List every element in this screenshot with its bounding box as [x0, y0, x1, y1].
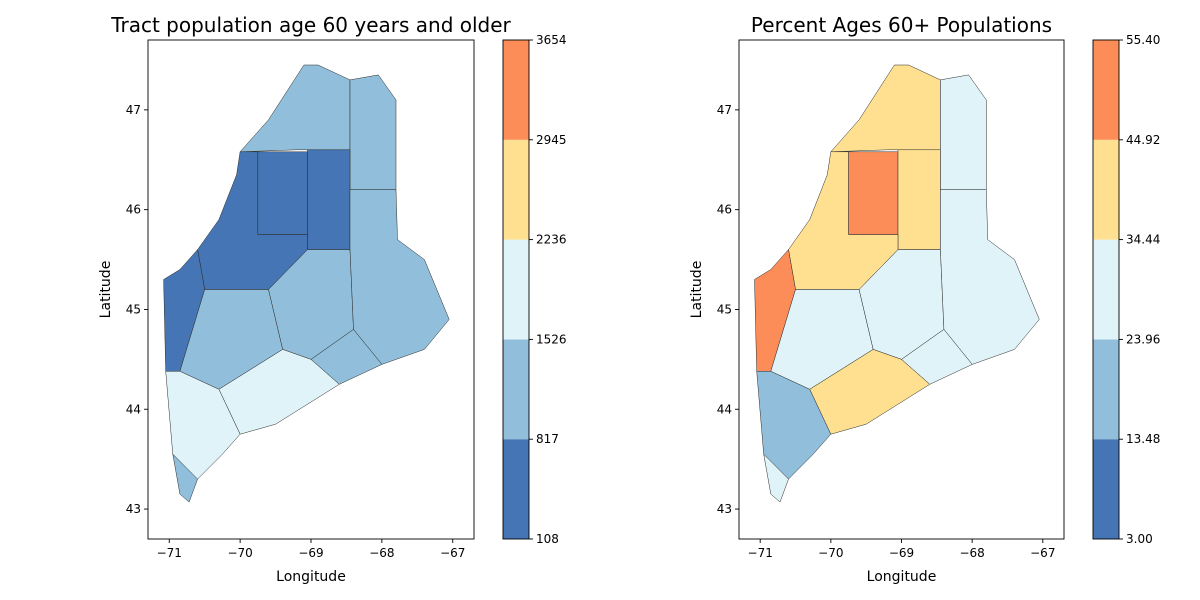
colorbar-bin-1: [1093, 439, 1119, 539]
colorbar-tick-label: 1526: [536, 332, 567, 346]
region-york: [763, 453, 789, 503]
region-york: [172, 453, 198, 503]
x-tick-label: −69: [298, 546, 323, 560]
colorbar: 3.00 13.48 23.96 34.44 44.92 55.40: [1092, 33, 1160, 546]
x-tick-label: −67: [1030, 546, 1055, 560]
x-tick-label: −70: [818, 546, 843, 560]
colorbar-tick-label: 3.00: [1126, 532, 1153, 546]
region-east_coast: [349, 189, 450, 365]
choropleth: [754, 64, 1040, 503]
y-tick-label: 45: [126, 302, 141, 316]
x-axis-label: Longitude: [867, 569, 937, 585]
colorbar-bin-2: [1093, 339, 1119, 440]
region-north: [830, 64, 941, 153]
region-n_tower: [257, 151, 308, 235]
region-n_tower: [848, 151, 899, 235]
colorbar-bin-2: [503, 339, 529, 440]
colorbar-bin-1: [503, 439, 529, 539]
colorbar-tick-label: 55.40: [1126, 33, 1160, 47]
colorbar: 108 817 1526 2236 2945 3654: [502, 33, 567, 546]
chart-title: Percent Ages 60+ Populations: [751, 13, 1052, 37]
colorbar-bin-4: [1093, 139, 1119, 240]
region-east_coast: [940, 189, 1040, 365]
map-panel-2: Percent Ages 60+ Populations −71 −70 −69 −68…: [689, 13, 1160, 585]
y-tick-label: 43: [717, 502, 732, 516]
y-tick-label: 45: [717, 302, 732, 316]
x-tick-label: −67: [440, 546, 465, 560]
y-axis-label: Latitude: [98, 261, 114, 319]
y-tick-label: 46: [126, 203, 141, 217]
colorbar-tick-label: 44.92: [1126, 133, 1160, 147]
colorbar-bin-5: [503, 40, 529, 140]
x-tick-label: −68: [369, 546, 394, 560]
y-tick-label: 43: [126, 502, 141, 516]
y-tick-label: 46: [717, 203, 732, 217]
x-axis-label: Longitude: [276, 569, 346, 585]
colorbar-bin-3: [503, 239, 529, 340]
colorbar-tick-label: 2236: [536, 233, 567, 247]
region-aroostook_east: [940, 74, 987, 190]
choropleth: [163, 64, 450, 503]
x-tick-label: −68: [959, 546, 984, 560]
colorbar-frame: [502, 39, 530, 540]
region-n_mid: [307, 149, 351, 250]
y-axis-label: Latitude: [689, 261, 705, 319]
colorbar-tick-label: 13.48: [1126, 432, 1160, 446]
colorbar-tick-label: 23.96: [1126, 332, 1160, 346]
y-tick-label: 47: [126, 103, 141, 117]
y-tick-label: 44: [717, 402, 732, 416]
x-tick-label: −69: [889, 546, 914, 560]
chart-title: Tract population age 60 years and older: [110, 13, 511, 37]
x-tick-label: −71: [748, 546, 773, 560]
y-tick-label: 47: [717, 103, 732, 117]
colorbar-tick-label: 2945: [536, 133, 567, 147]
region-aroostook_east: [349, 74, 397, 190]
y-tick-label: 44: [126, 402, 141, 416]
region-n_mid: [897, 149, 941, 250]
map-panel-1: Tract population age 60 years and older −…: [98, 13, 567, 585]
colorbar-tick-label: 34.44: [1126, 233, 1160, 247]
colorbar-tick-label: 3654: [536, 33, 567, 47]
colorbar-bin-5: [1093, 40, 1119, 140]
region-north: [239, 64, 351, 153]
colorbar-bin-4: [503, 139, 529, 240]
x-tick-label: −70: [227, 546, 252, 560]
colorbar-tick-label: 108: [536, 532, 559, 546]
colorbar-frame: [1092, 39, 1120, 540]
x-tick-label: −71: [157, 546, 182, 560]
colorbar-tick-label: 817: [536, 432, 559, 446]
colorbar-bin-3: [1093, 239, 1119, 340]
